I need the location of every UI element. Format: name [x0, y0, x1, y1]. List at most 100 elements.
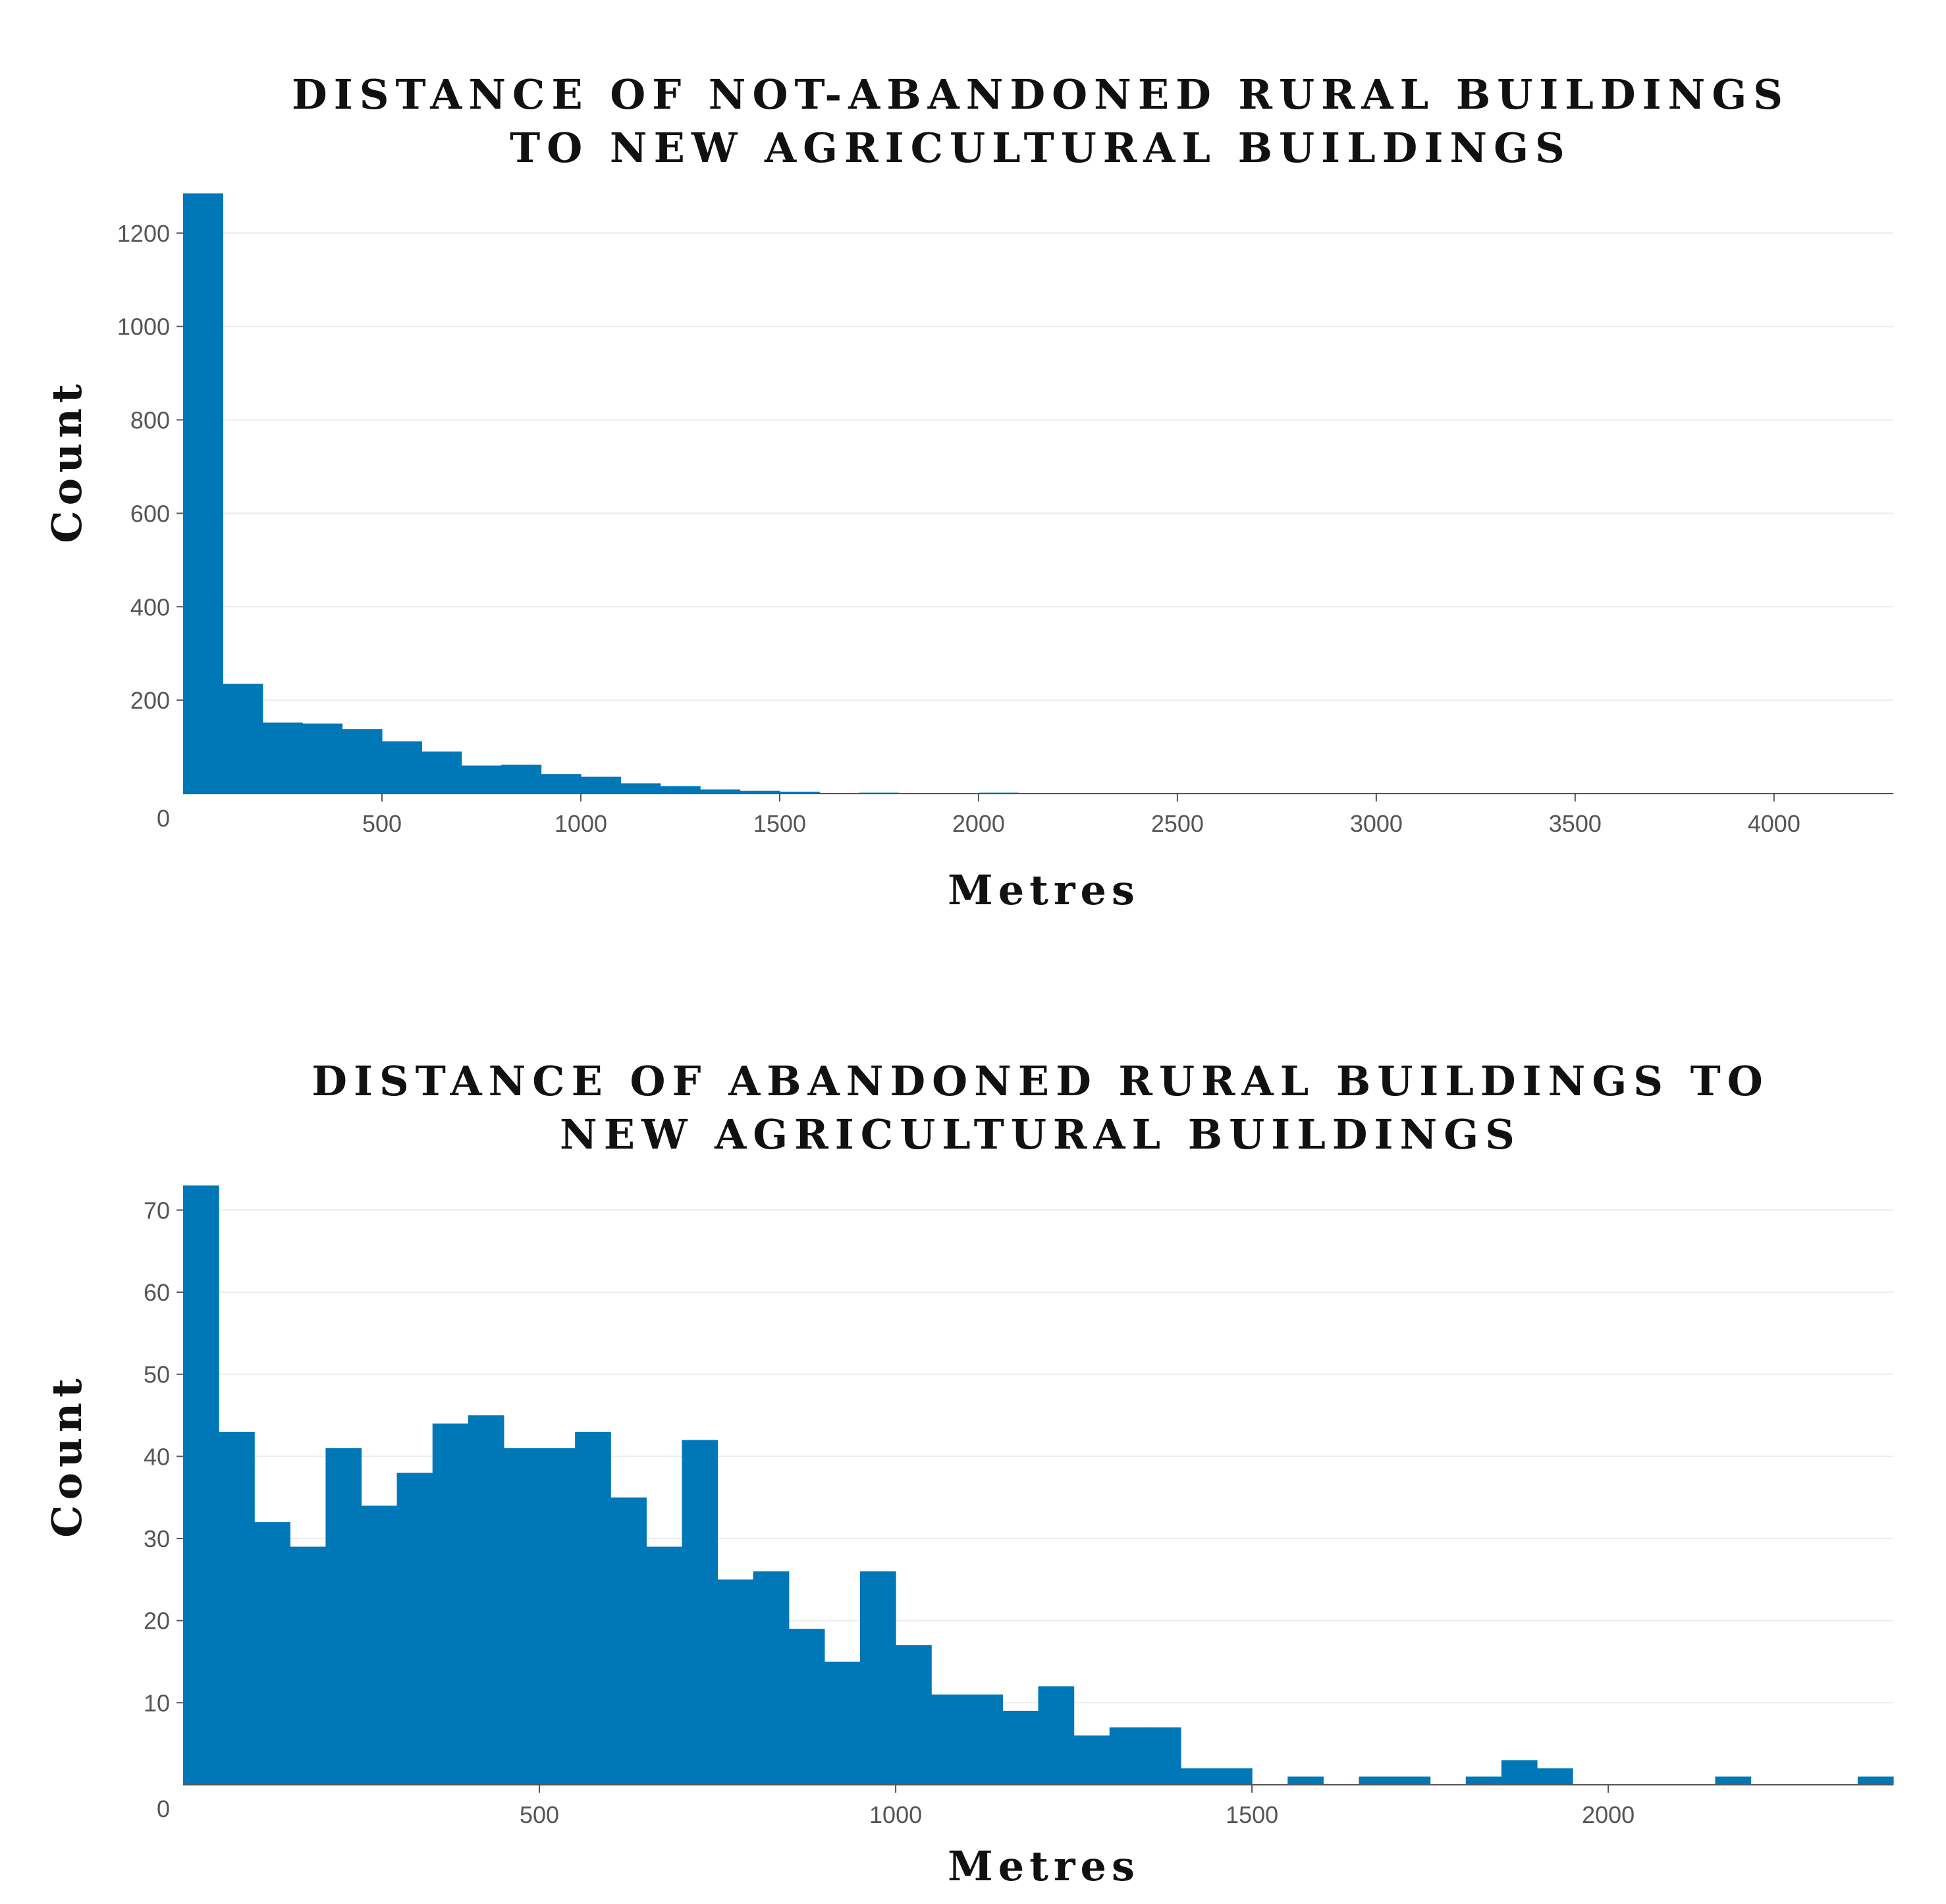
- histogram-bar: [620, 783, 661, 794]
- histogram-bar: [859, 1571, 896, 1785]
- y-tick-label: 400: [130, 593, 170, 620]
- x-tick-label: 1500: [753, 810, 806, 837]
- histogram-not-abandoned: DISTANCE OF NOT-ABANDONED RURAL BUILDING…: [0, 0, 1946, 942]
- bars: [183, 193, 1894, 794]
- histogram-bar: [610, 1497, 647, 1785]
- x-tick-label: 3000: [1350, 810, 1403, 837]
- histogram-bar: [1857, 1776, 1894, 1785]
- histogram-bar: [1536, 1768, 1573, 1785]
- histogram-bar: [1038, 1686, 1075, 1785]
- y-tick-label: 800: [130, 407, 170, 434]
- histogram-bar: [931, 1694, 967, 1785]
- x-tick-label: 2000: [952, 810, 1005, 837]
- y-tick-label: 60: [144, 1279, 170, 1306]
- x-tick-label: 1000: [554, 810, 607, 837]
- histogram-bar: [1359, 1776, 1395, 1785]
- histogram-bar: [501, 765, 542, 794]
- y-tick-label: 70: [144, 1197, 170, 1224]
- histogram-bar: [580, 776, 621, 794]
- histogram-bar: [396, 1473, 433, 1785]
- y-ticks: 10 20 30 40 50 60 70: [144, 1197, 183, 1716]
- chart-title-line-2: TO NEW AGRICULTURAL BUILDINGS: [510, 124, 1571, 172]
- histogram-bar: [461, 765, 502, 794]
- histogram-not-abandoned-svg: DISTANCE OF NOT-ABANDONED RURAL BUILDING…: [43, 70, 1894, 914]
- histogram-bar: [254, 1522, 290, 1785]
- histogram-bar: [1394, 1776, 1431, 1785]
- histogram-abandoned: DISTANCE OF ABANDONED RURAL BUILDINGS TO…: [0, 994, 1946, 1904]
- histogram-bar: [1002, 1710, 1039, 1785]
- y-axis-title: Count: [43, 1373, 91, 1538]
- y-tick-label: 200: [130, 687, 170, 714]
- histogram-bar: [1216, 1768, 1253, 1785]
- x-tick-label: 1500: [1226, 1801, 1278, 1828]
- x-axis-title: Metres: [948, 866, 1140, 914]
- x-tick-label: 500: [362, 810, 402, 837]
- histogram-bar: [1180, 1768, 1217, 1785]
- histogram-bar: [682, 1440, 718, 1785]
- histogram-bar: [342, 729, 383, 794]
- grid: [183, 232, 1893, 701]
- y-tick-label: 30: [144, 1525, 170, 1552]
- chart-title-line-1: DISTANCE OF NOT-ABANDONED RURAL BUILDING…: [292, 70, 1789, 119]
- histogram-bar: [1073, 1735, 1110, 1785]
- histogram-bar: [262, 722, 303, 794]
- histogram-bar: [779, 792, 820, 794]
- histogram-bar: [432, 1423, 469, 1785]
- histogram-bar: [740, 790, 780, 794]
- histogram-bar: [541, 774, 581, 794]
- x-tick-label: 1000: [869, 1801, 922, 1828]
- x-tick-label: 500: [520, 1801, 559, 1828]
- y-tick-label: 1200: [117, 220, 170, 247]
- y-axis-title: Count: [43, 379, 91, 543]
- histogram-bar: [1145, 1727, 1181, 1785]
- histogram-bar: [539, 1448, 576, 1785]
- histogram-abandoned-svg: DISTANCE OF ABANDONED RURAL BUILDINGS TO…: [43, 1057, 1894, 1890]
- histogram-bar: [302, 723, 343, 794]
- x-axis-title: Metres: [948, 1842, 1140, 1890]
- histogram-bar: [381, 741, 422, 794]
- chart-title-line-2: NEW AGRICULTURAL BUILDINGS: [560, 1110, 1521, 1158]
- x-ticks: 500 1000 1500 2000: [520, 1785, 1635, 1828]
- histogram-bar: [896, 1645, 932, 1785]
- histogram-bar: [183, 1185, 219, 1785]
- y-ticks: 200 400 600 800 1000 1200: [117, 220, 183, 714]
- histogram-bar: [717, 1579, 754, 1785]
- x-tick-label: 2000: [1582, 1801, 1635, 1828]
- y-tick-label: 1000: [117, 313, 170, 340]
- histogram-bar: [824, 1662, 861, 1785]
- y-zero-label: 0: [157, 805, 170, 832]
- y-tick-label: 40: [144, 1443, 170, 1470]
- x-tick-label: 4000: [1748, 810, 1800, 837]
- histogram-bar: [646, 1546, 683, 1785]
- y-zero-label: 0: [157, 1795, 170, 1822]
- histogram-bar: [421, 751, 462, 794]
- histogram-bar: [290, 1546, 327, 1785]
- histogram-bar: [468, 1415, 504, 1785]
- histogram-bar: [967, 1694, 1003, 1785]
- histogram-bar: [753, 1571, 790, 1785]
- bars: [183, 1185, 1894, 1785]
- y-tick-label: 20: [144, 1608, 170, 1635]
- x-ticks: 500 1000 1500 2000 2500 3000 3500 4000: [362, 794, 1800, 837]
- histogram-bar: [660, 786, 701, 794]
- histogram-bar: [325, 1448, 362, 1785]
- histogram-bar: [183, 193, 223, 794]
- histogram-bar: [1715, 1776, 1752, 1785]
- y-tick-label: 50: [144, 1361, 170, 1388]
- histogram-bar: [700, 789, 741, 794]
- histogram-bar: [223, 684, 263, 794]
- chart-title-line-1: DISTANCE OF ABANDONED RURAL BUILDINGS TO: [311, 1057, 1770, 1105]
- histogram-bar: [1109, 1727, 1146, 1785]
- y-tick-label: 10: [144, 1689, 170, 1716]
- histogram-bar: [219, 1431, 255, 1785]
- histogram-bar: [361, 1506, 398, 1785]
- histogram-bar: [1501, 1760, 1538, 1785]
- histogram-bar: [1465, 1776, 1502, 1785]
- x-tick-label: 2500: [1151, 810, 1204, 837]
- x-tick-label: 3500: [1549, 810, 1602, 837]
- histogram-bar: [1287, 1776, 1324, 1785]
- histogram-bar: [575, 1431, 611, 1785]
- y-tick-label: 600: [130, 500, 170, 527]
- histogram-bar: [788, 1629, 825, 1785]
- histogram-bar: [503, 1448, 540, 1785]
